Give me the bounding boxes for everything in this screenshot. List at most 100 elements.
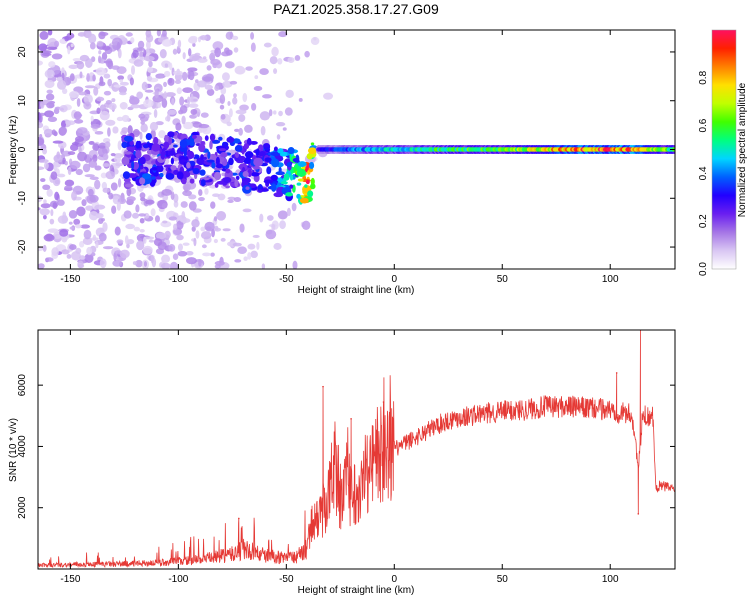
snr-spike-point bbox=[322, 385, 324, 388]
heatmap-cell bbox=[114, 226, 121, 236]
heatmap-cell bbox=[141, 81, 148, 91]
snr-series-line bbox=[38, 330, 675, 569]
heatmap-cell bbox=[233, 196, 242, 203]
heatmap-cell bbox=[196, 80, 207, 88]
heatmap-cell bbox=[287, 147, 295, 155]
y-tick-label: 20 bbox=[17, 46, 28, 58]
heatmap-cell bbox=[273, 68, 278, 74]
heatmap-cell bbox=[69, 143, 79, 152]
heatmap-cell bbox=[187, 67, 198, 72]
heatmap-cell bbox=[139, 228, 145, 233]
heatmap-cell bbox=[145, 199, 155, 205]
heatmap-cell bbox=[64, 161, 68, 166]
heatmap-cell bbox=[220, 237, 226, 242]
colorbar-label: Normalized spectral amplitude bbox=[737, 82, 748, 217]
colorbar bbox=[712, 30, 736, 269]
x-tick-label: 0 bbox=[392, 274, 398, 285]
heatmap-cell bbox=[186, 162, 191, 169]
heatmap-cell bbox=[298, 98, 303, 102]
x-tick-label: -150 bbox=[60, 274, 80, 285]
x-tick-label: 100 bbox=[602, 574, 619, 585]
heatmap-cell bbox=[111, 65, 120, 70]
heatmap-cell bbox=[94, 179, 101, 190]
heatmap-cell bbox=[247, 252, 252, 260]
heatmap-cell bbox=[146, 75, 153, 82]
heatmap-cell bbox=[179, 96, 185, 106]
heatmap-cell bbox=[117, 75, 125, 81]
heatmap-cell bbox=[214, 47, 222, 58]
heatmap-cell bbox=[158, 130, 166, 139]
heatmap-cell bbox=[51, 247, 59, 257]
heatmap-cell bbox=[310, 36, 320, 46]
heatmap-cell bbox=[136, 91, 144, 100]
x-tick-label: -50 bbox=[279, 574, 294, 585]
heatmap-cell bbox=[244, 151, 254, 159]
heatmap-cell bbox=[83, 229, 92, 240]
heatmap-cell bbox=[81, 199, 87, 207]
heatmap-cell bbox=[101, 52, 108, 61]
heatmap-cell bbox=[195, 230, 200, 239]
heatmap-cell bbox=[99, 110, 110, 121]
line-x-label: Height of straight line (km) bbox=[298, 585, 415, 596]
heatmap-cell bbox=[250, 32, 255, 40]
heatmap-cell bbox=[286, 207, 291, 217]
heatmap-cell bbox=[126, 196, 136, 202]
heatmap-cell bbox=[137, 47, 145, 52]
heatmap-cell bbox=[260, 125, 266, 136]
heatmap-cell bbox=[198, 189, 203, 197]
heatmap-cell bbox=[143, 55, 155, 62]
heatmap-cell bbox=[78, 146, 82, 154]
heatmap-cell bbox=[145, 132, 152, 141]
heatmap-cell bbox=[176, 171, 184, 180]
heatmap-cell bbox=[124, 183, 134, 188]
y-tick-label: 4000 bbox=[17, 435, 28, 458]
heatmap-cell bbox=[258, 189, 263, 193]
heatmap-cell bbox=[125, 32, 133, 37]
heatmap-cell bbox=[176, 234, 184, 241]
heatmap-cell bbox=[43, 233, 55, 242]
heatmap-cell bbox=[116, 201, 121, 211]
heatmap-cell bbox=[197, 111, 201, 117]
heatmap-cell bbox=[38, 263, 45, 269]
heatmap-cell bbox=[249, 140, 258, 145]
heatmap-cell bbox=[172, 253, 179, 260]
heatmap-cell bbox=[179, 218, 191, 223]
heatmap-cell bbox=[118, 86, 127, 94]
heatmap-cell bbox=[307, 190, 314, 198]
heatmap-cell bbox=[76, 60, 85, 70]
heatmap-cell bbox=[182, 52, 186, 60]
heatmap-cell bbox=[137, 40, 145, 49]
heatmap-cell bbox=[96, 40, 104, 47]
heatmap-cell bbox=[219, 94, 226, 105]
heatmap-cell bbox=[263, 143, 270, 148]
heatmap-cell bbox=[102, 246, 114, 250]
heatmap-cell bbox=[132, 128, 140, 138]
heatmap-cell bbox=[121, 141, 128, 149]
heatmap-cell bbox=[149, 121, 159, 132]
heatmap-cell bbox=[143, 236, 155, 240]
heatmap-cell bbox=[123, 135, 134, 142]
chart-title: PAZ1.2025.358.17.27.G09 bbox=[273, 1, 439, 17]
heatmap-cell bbox=[200, 226, 206, 232]
heatmap-cell bbox=[135, 149, 142, 159]
x-tick-label: 100 bbox=[602, 274, 619, 285]
heatmap-cell bbox=[155, 215, 160, 223]
heatmap-cell bbox=[86, 246, 93, 256]
heatmap-cell bbox=[199, 34, 208, 41]
heatmap-cell bbox=[252, 234, 260, 238]
heatmap-cell bbox=[284, 107, 293, 116]
heatmap-cell bbox=[61, 236, 68, 243]
heatmap-cell bbox=[234, 144, 243, 152]
heatmap-cell bbox=[44, 79, 55, 89]
heatmap-cell bbox=[139, 156, 146, 165]
heatmap-cell bbox=[176, 220, 184, 230]
heatmap-cell bbox=[182, 87, 193, 94]
heatmap-cell bbox=[160, 151, 166, 160]
line-frame bbox=[37, 329, 676, 570]
heatmap-cell bbox=[204, 221, 215, 232]
heatmap-cell bbox=[188, 194, 197, 200]
heatmap-cell bbox=[214, 260, 225, 266]
heatmap-cell bbox=[105, 170, 116, 180]
heatmap-cell bbox=[190, 93, 194, 103]
heatmap-cell bbox=[140, 120, 145, 125]
